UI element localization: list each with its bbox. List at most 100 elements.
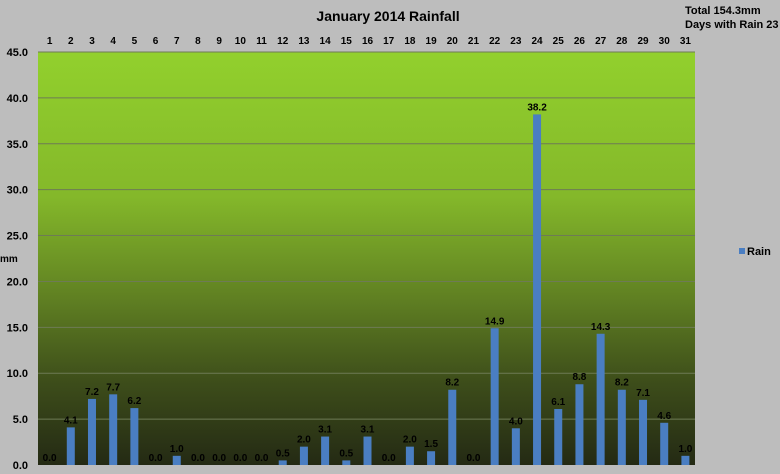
data-label: 7.7	[106, 382, 120, 393]
bar	[299, 446, 308, 465]
bar	[342, 460, 351, 465]
y-tick-label: 20.0	[7, 276, 28, 288]
bars	[66, 114, 690, 466]
data-label: 2.0	[297, 435, 311, 446]
y-tick-label: 40.0	[7, 93, 28, 105]
y-tick-label: 45.0	[7, 47, 28, 59]
chart-title: January 2014 Rainfall	[316, 8, 459, 24]
bar	[405, 446, 414, 465]
y-tick-label: 10.0	[7, 368, 28, 380]
data-label: 3.1	[318, 425, 332, 436]
x-tick-label: 4	[110, 36, 116, 47]
data-label: 1.0	[678, 444, 692, 455]
data-label: 14.3	[591, 322, 611, 333]
data-label: 4.1	[64, 415, 78, 426]
x-tick-label: 1	[47, 36, 53, 47]
data-label: 4.0	[509, 416, 523, 427]
y-tick-label: 25.0	[7, 231, 28, 243]
bar	[448, 389, 457, 465]
bar	[130, 408, 139, 465]
bar	[660, 422, 669, 465]
data-label: 0.5	[339, 448, 353, 459]
gridlines	[38, 51, 695, 420]
x-tick-label: 20	[447, 36, 459, 47]
x-tick-label: 7	[174, 36, 180, 47]
x-tick-label: 6	[153, 36, 159, 47]
data-label: 6.2	[127, 396, 141, 407]
x-tick-label: 16	[362, 36, 374, 47]
x-tick-label: 21	[468, 36, 480, 47]
x-tick-label: 17	[383, 36, 395, 47]
bar	[681, 455, 690, 465]
data-label: 8.2	[445, 378, 459, 389]
y-tick-label: 30.0	[7, 185, 28, 197]
bar	[427, 451, 436, 465]
bar	[363, 436, 372, 465]
data-label: 0.0	[467, 453, 481, 464]
x-tick-label: 24	[531, 36, 543, 47]
bar	[533, 114, 542, 466]
x-axis-ticks: 1 2 3 4 5 6 7 8 9 10 11 12 13 14 15 16 17 18 19 20 21 22 23 24 2…	[47, 36, 692, 47]
bar	[109, 394, 118, 465]
x-tick-label: 27	[595, 36, 607, 47]
x-tick-label: 14	[320, 36, 332, 47]
data-label: 7.2	[85, 387, 99, 398]
x-tick-label: 31	[680, 36, 692, 47]
data-label: 1.0	[170, 444, 184, 455]
x-tick-label: 22	[489, 36, 501, 47]
data-label: 7.1	[636, 388, 650, 399]
data-label: 3.1	[361, 425, 375, 436]
x-tick-label: 3	[89, 36, 95, 47]
legend-label-rain: Rain	[747, 246, 771, 258]
data-label: 0.0	[212, 453, 226, 464]
bar	[278, 460, 287, 465]
plot-area	[38, 52, 695, 465]
x-tick-label: 11	[256, 36, 267, 47]
x-tick-label: 29	[637, 36, 649, 47]
legend-swatch-rain	[739, 248, 745, 254]
bar	[87, 398, 96, 465]
x-tick-label: 5	[132, 36, 138, 47]
data-label: 0.0	[149, 453, 163, 464]
y-axis-label: mm	[0, 254, 18, 265]
data-label: 0.5	[276, 448, 290, 459]
x-tick-label: 30	[659, 36, 671, 47]
x-tick-label: 19	[426, 36, 438, 47]
bar	[172, 455, 181, 465]
data-label: 2.0	[403, 435, 417, 446]
data-label: 6.1	[551, 397, 565, 408]
data-label: 8.8	[572, 372, 586, 383]
data-labels: 0.0 4.1 7.2 7.7 6.2 0.0 1.0 0.0 0.0 0.0 0.0 0.5 2.0 3…	[43, 102, 693, 464]
x-tick-label: 9	[216, 36, 222, 47]
y-tick-label: 15.0	[7, 322, 28, 334]
bar	[554, 409, 563, 465]
x-tick-label: 28	[616, 36, 628, 47]
x-tick-label: 23	[510, 36, 522, 47]
x-tick-label: 2	[68, 36, 74, 47]
data-label: 38.2	[527, 102, 547, 113]
y-tick-label: 0.0	[13, 460, 28, 472]
bar	[639, 399, 648, 465]
total-rainfall-text: Total 154.3mm	[685, 5, 761, 17]
x-tick-label: 10	[235, 36, 247, 47]
x-tick-label: 26	[574, 36, 586, 47]
data-label: 0.0	[382, 453, 396, 464]
x-tick-label: 13	[298, 36, 310, 47]
legend: Rain	[739, 246, 771, 258]
bar	[490, 328, 499, 465]
y-tick-label: 35.0	[7, 139, 28, 151]
data-label: 8.2	[615, 378, 629, 389]
days-with-rain-text: Days with Rain 23	[685, 19, 779, 31]
x-tick-label: 25	[553, 36, 565, 47]
x-tick-label: 8	[195, 36, 201, 47]
bar	[321, 436, 330, 465]
data-label: 0.0	[233, 453, 247, 464]
bar	[511, 428, 520, 465]
y-tick-label: 5.0	[13, 414, 28, 426]
x-tick-label: 12	[277, 36, 289, 47]
bar	[575, 384, 584, 465]
data-label: 0.0	[191, 453, 205, 464]
x-tick-label: 18	[404, 36, 416, 47]
y-axis-ticks: 0.0 5.0 10.0 15.0 20.0 25.0 30.0 35.0 40.0 45.0	[7, 47, 28, 472]
